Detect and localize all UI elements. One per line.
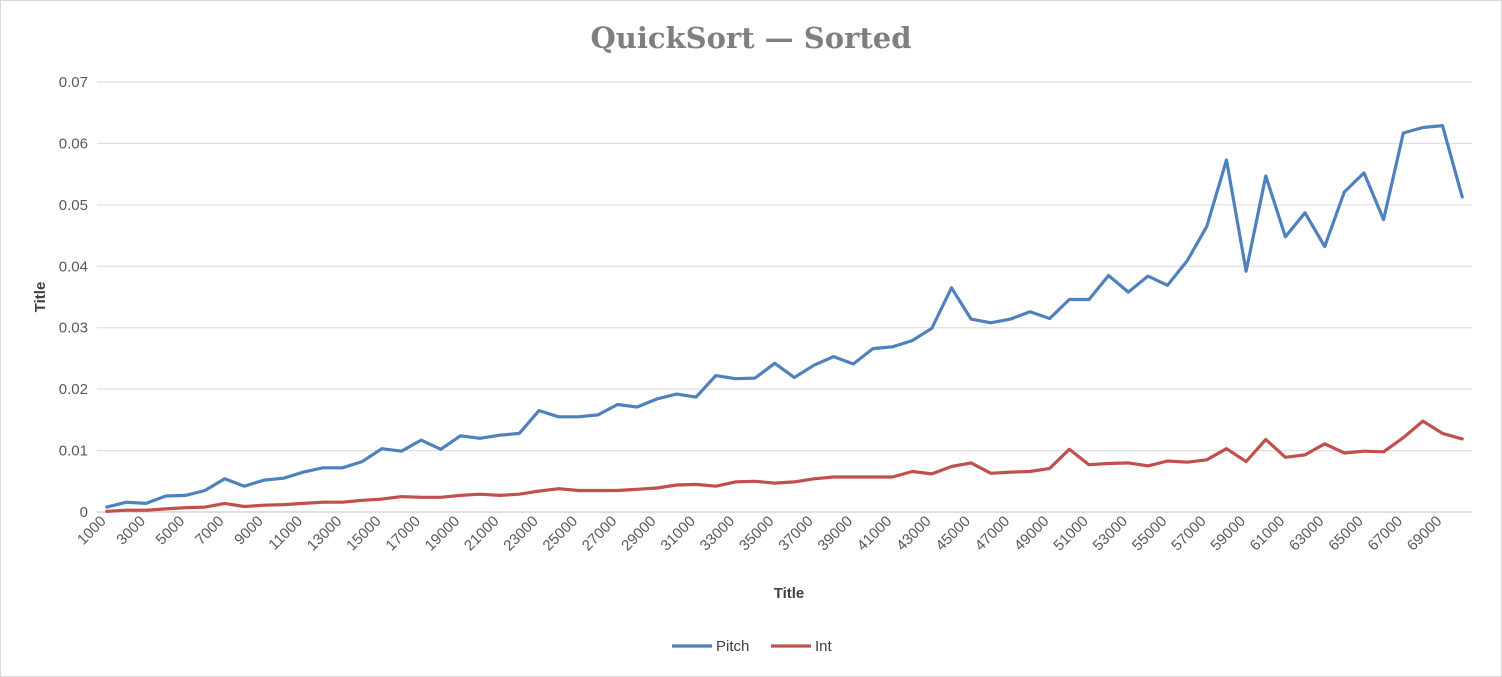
x-tick-label: 37000 xyxy=(775,513,817,555)
gridlines xyxy=(97,82,1472,512)
x-tick-label: 43000 xyxy=(893,513,935,555)
x-tick-label: 21000 xyxy=(461,513,503,555)
x-axis-ticks: 1000 3000 5000 7000 900011000130001500017000… xyxy=(74,513,1445,555)
x-tick-label: 63000 xyxy=(1286,513,1328,555)
x-tick-label: 59000 xyxy=(1207,513,1249,555)
x-tick-label: 13000 xyxy=(304,513,346,555)
x-tick-label: 39000 xyxy=(815,513,857,555)
x-tick-label: 47000 xyxy=(972,513,1014,555)
x-tick-label: 5000 xyxy=(153,513,189,549)
x-tick-label: 51000 xyxy=(1050,513,1092,555)
x-tick-label: 61000 xyxy=(1247,513,1289,555)
x-tick-label: 17000 xyxy=(382,513,424,555)
x-tick-label: 55000 xyxy=(1129,513,1171,555)
x-tick-label: 69000 xyxy=(1404,513,1446,555)
y-tick-label: 0.04 xyxy=(59,258,88,275)
x-tick-label: 9000 xyxy=(231,513,267,549)
x-tick-label: 25000 xyxy=(540,513,582,555)
y-tick-label: 0.07 xyxy=(59,74,88,91)
y-tick-label: 0.06 xyxy=(59,135,88,152)
series-line-pitch xyxy=(107,126,1462,508)
series-lines xyxy=(107,126,1462,512)
x-tick-label: 23000 xyxy=(500,513,542,555)
x-tick-label: 65000 xyxy=(1325,513,1367,555)
x-tick-label: 31000 xyxy=(657,513,699,555)
x-tick-label: 67000 xyxy=(1365,513,1407,555)
y-tick-label: 0.01 xyxy=(59,443,88,460)
x-tick-label: 41000 xyxy=(854,513,896,555)
y-tick-label: 0.02 xyxy=(59,381,88,398)
legend-label-pitch: Pitch xyxy=(716,638,749,655)
x-tick-label: 7000 xyxy=(192,513,228,549)
x-tick-label: 3000 xyxy=(113,513,149,549)
x-tick-label: 15000 xyxy=(343,513,385,555)
x-tick-label: 11000 xyxy=(265,513,306,554)
series-line-int xyxy=(107,421,1462,511)
x-tick-label: 53000 xyxy=(1090,513,1132,555)
y-axis-label: Title xyxy=(32,282,49,313)
y-tick-label: 0.05 xyxy=(59,197,88,214)
x-tick-label: 29000 xyxy=(618,513,660,555)
y-tick-label: 0 xyxy=(80,504,88,521)
chart-title: QuickSort — Sorted xyxy=(591,21,912,55)
y-axis-ticks: 0 0.01 0.02 0.03 0.04 0.05 0.06 0.07 xyxy=(59,74,88,521)
y-tick-label: 0.03 xyxy=(59,320,88,337)
x-axis-label: Title xyxy=(774,585,805,602)
x-tick-label: 35000 xyxy=(736,513,778,555)
legend: Pitch Int xyxy=(672,638,833,655)
x-tick-label: 33000 xyxy=(697,513,739,555)
x-tick-label: 19000 xyxy=(422,513,464,555)
legend-label-int: Int xyxy=(815,638,833,655)
x-tick-label: 57000 xyxy=(1168,513,1210,555)
x-tick-label: 45000 xyxy=(932,513,974,555)
x-tick-label: 49000 xyxy=(1011,513,1053,555)
x-tick-label: 27000 xyxy=(579,513,621,555)
